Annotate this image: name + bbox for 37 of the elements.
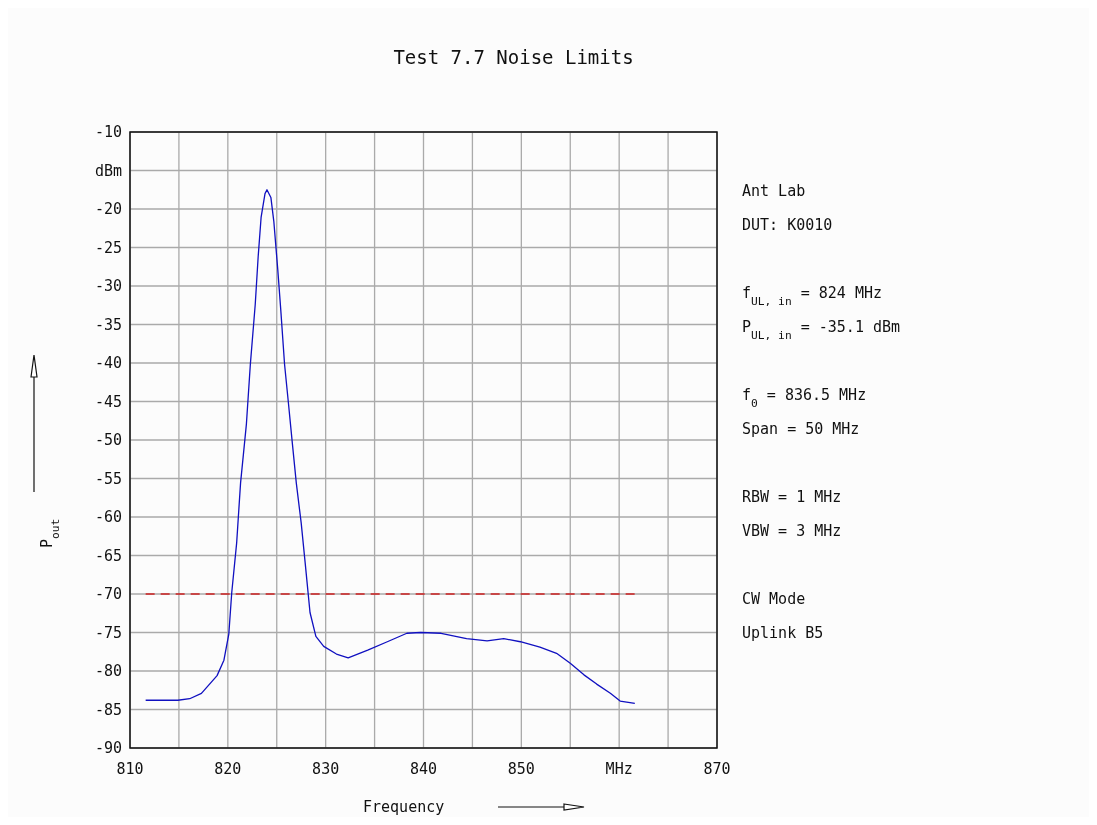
text: RBW = 1 MHz [742,488,842,506]
y-tick-label: -80 [94,662,122,680]
text: DUT: K0010 [742,216,833,234]
y-tick-label: -40 [94,354,122,372]
text: Span = 50 MHz [742,420,860,438]
x-tick-label: MHz [605,760,633,778]
x-axis-title: Frequency [363,798,445,816]
y-tick-label: -90 [94,739,122,757]
x-tick-label: 830 [312,760,340,778]
y-tick-label: dBm [94,161,122,180]
x-tick-label: 810 [116,760,144,778]
chart-title: Test 7.7 Noise Limits [393,46,634,68]
text: P$_{UL, in}$ = -35.1 dBm [742,318,901,342]
y-tick-label: -45 [94,392,122,411]
y-tick-label: -55 [94,469,122,488]
y-tick-label: -70 [94,585,122,603]
y-tick-label: -35 [94,315,122,334]
y-tick-label: -75 [94,623,122,642]
y-tick-label: -30 [94,277,122,295]
text: VBW = 3 MHz [742,522,842,540]
y-tick-label: -65 [94,546,122,565]
line-series [145,189,636,704]
text: f$_{UL, in}$ = 824 MHz [742,284,882,308]
text: CW Mode [742,590,806,608]
x-tick-label: 870 [703,760,731,778]
y-tick-label: -25 [94,238,122,257]
y-tick-label: -50 [94,431,122,449]
text: Ant Lab [742,182,806,200]
y-tick-label: -85 [94,700,122,719]
x-tick-label: 840 [409,760,438,778]
y-tick-label: -60 [94,508,122,526]
x-tick-label: 850 [507,760,535,778]
text: f$_{0}$ = 836.5 MHz [742,386,867,410]
y-tick-label: -10 [94,123,122,141]
x-tick-label: 820 [214,760,242,778]
text: Uplink B5 [742,624,824,642]
y-tick-label: -20 [94,200,122,218]
